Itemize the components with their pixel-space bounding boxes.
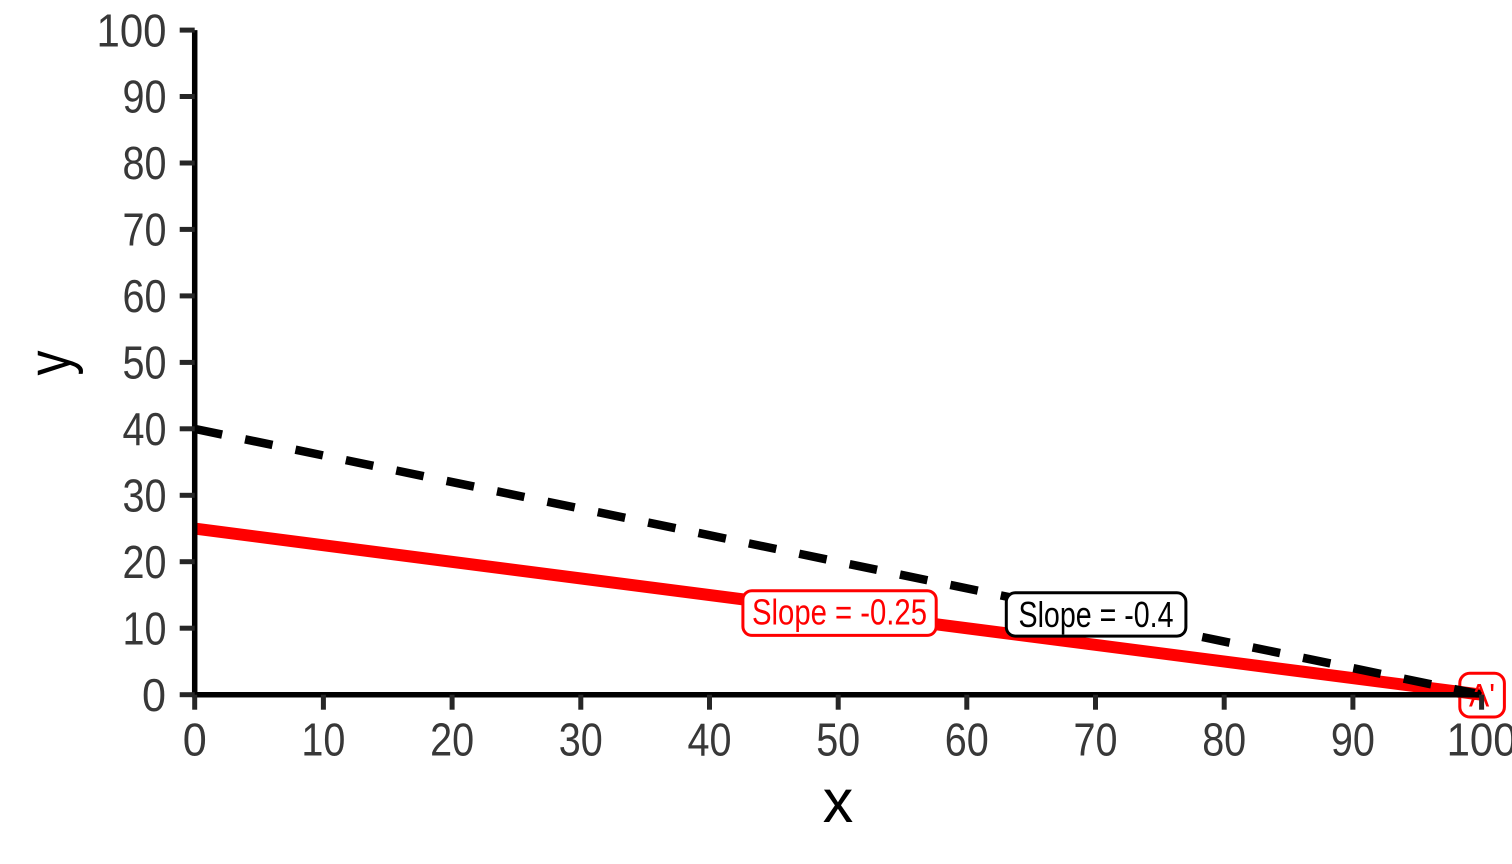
svg-text:100: 100 — [97, 4, 167, 56]
svg-text:50: 50 — [123, 337, 167, 389]
svg-text:Slope = -0.25: Slope = -0.25 — [752, 592, 927, 633]
svg-text:0: 0 — [183, 714, 207, 766]
svg-text:70: 70 — [123, 204, 167, 256]
svg-text:90: 90 — [1331, 714, 1375, 766]
svg-text:80: 80 — [1202, 714, 1246, 766]
svg-text:10: 10 — [123, 602, 167, 654]
svg-text:x: x — [823, 767, 854, 835]
svg-text:80: 80 — [123, 137, 167, 189]
svg-text:100: 100 — [1447, 714, 1512, 766]
svg-text:60: 60 — [123, 270, 167, 322]
svg-text:40: 40 — [688, 714, 732, 766]
svg-text:10: 10 — [301, 714, 345, 766]
svg-text:70: 70 — [1074, 714, 1118, 766]
svg-text:40: 40 — [123, 403, 167, 455]
svg-text:60: 60 — [945, 714, 989, 766]
svg-text:0: 0 — [142, 669, 166, 721]
svg-text:50: 50 — [816, 714, 860, 766]
svg-text:90: 90 — [123, 71, 167, 123]
svg-text:Slope = -0.4: Slope = -0.4 — [1019, 594, 1174, 635]
svg-text:30: 30 — [559, 714, 603, 766]
svg-text:20: 20 — [123, 536, 167, 588]
svg-text:20: 20 — [430, 714, 474, 766]
svg-text:y: y — [16, 350, 84, 375]
svg-text:30: 30 — [123, 470, 167, 522]
